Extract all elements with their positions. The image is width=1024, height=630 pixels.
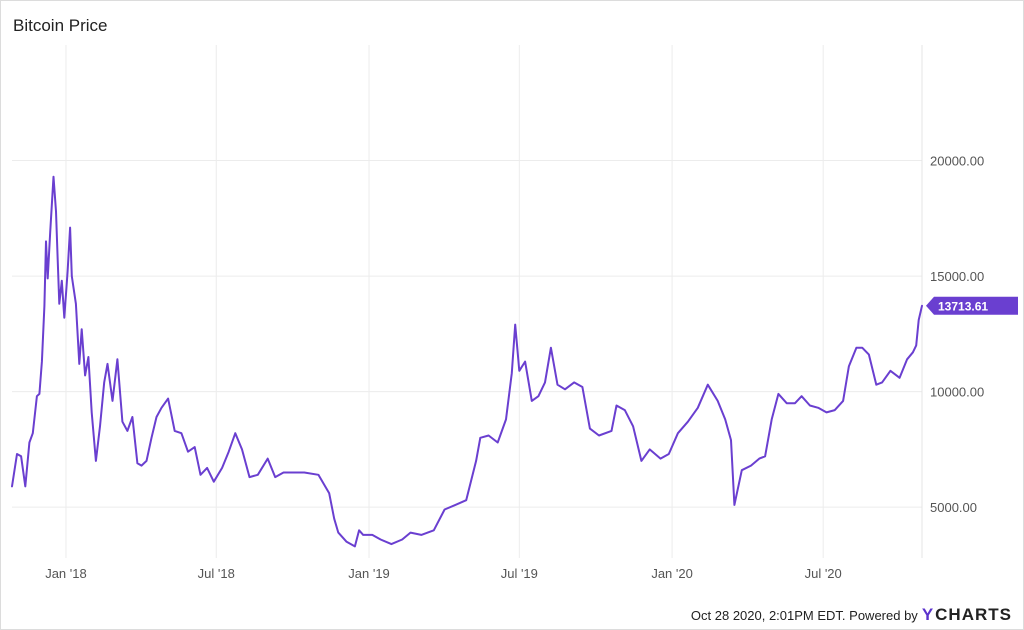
y-tick-label: 5000.00 [930, 500, 977, 515]
last-value-badge: 13713.61 [926, 296, 1018, 315]
tick-labels: Jan '18 Jul '18 Jan '19 Jul '19 Jan '20 Jul '… [45, 154, 984, 581]
ycharts-logo: Y CHARTS [921, 605, 1012, 624]
bitcoin-price-line [11, 175, 923, 548]
x-tick-label: Jan '18 [45, 566, 87, 581]
x-tick-label: Jan '19 [348, 566, 390, 581]
footer: Oct 28 2020, 2:01PM EDT. Powered by Y CHA… [691, 605, 1012, 625]
y-tick-label: 15000.00 [930, 269, 984, 284]
series-layer [11, 175, 923, 548]
footer-timestamp: Oct 28 2020, 2:01PM EDT. Powered by [690, 607, 918, 623]
y-tick-label: 20000.00 [930, 154, 984, 169]
x-tick-label: Jul '18 [198, 566, 235, 581]
y-tick-label: 10000.00 [930, 385, 984, 400]
ycharts-y-icon: Y [921, 605, 935, 624]
last-value-badge-shape [926, 296, 1018, 315]
last-value-label: 13713.61 [938, 299, 988, 313]
chart-title: Bitcoin Price [13, 16, 108, 35]
grid [12, 45, 923, 558]
x-tick-label: Jan '20 [651, 566, 693, 581]
x-tick-label: Jul '19 [501, 566, 538, 581]
x-tick-label: Jul '20 [805, 566, 842, 581]
